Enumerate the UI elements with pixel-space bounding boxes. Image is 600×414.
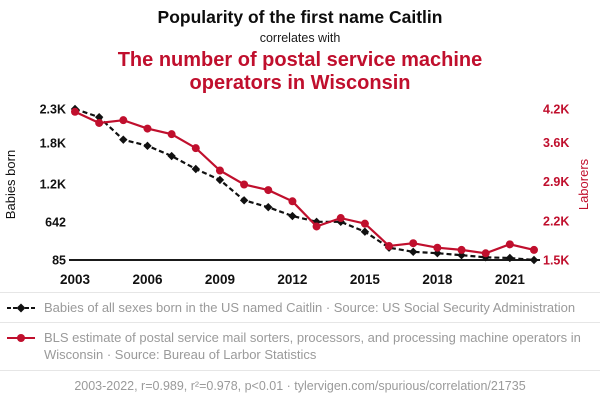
x-axis-tick: 2006 bbox=[132, 272, 163, 287]
x-axis-tick: 2021 bbox=[495, 272, 526, 287]
diamond-marker bbox=[529, 255, 539, 265]
diamond-marker bbox=[119, 135, 128, 144]
circle-marker bbox=[312, 222, 321, 231]
black-dashed-diamond-key-icon bbox=[7, 303, 35, 313]
correlated-variable-title: The number of postal service machine ope… bbox=[117, 49, 483, 94]
diamond-marker bbox=[143, 141, 152, 151]
x-axis-tick: 2018 bbox=[422, 272, 453, 287]
diamond-marker bbox=[505, 253, 515, 263]
circle-marker bbox=[167, 130, 176, 139]
diamond-marker bbox=[94, 112, 104, 122]
page-title: Popularity of the first name Caitlin bbox=[157, 7, 443, 27]
diamond-marker bbox=[288, 211, 297, 221]
circle-marker bbox=[95, 118, 104, 127]
circle-marker bbox=[530, 245, 538, 254]
legend-item-caitlin: Babies of all sexes born in the US named… bbox=[0, 292, 600, 322]
line-chart-svg: 2.3K 1.8K 1.2K 642 85 4.2K 3.6K 2.9K 2.2K 1.5K 200… bbox=[3, 103, 591, 288]
right-axis-tick: 4.2K bbox=[543, 103, 569, 117]
left-axis-title: Babies born bbox=[3, 150, 18, 219]
caitlin-series-line bbox=[74, 107, 535, 262]
circle-marker bbox=[409, 239, 418, 248]
left-axis-tick: 1.8K bbox=[40, 137, 66, 151]
circle-marker bbox=[385, 242, 394, 251]
postal-series-line bbox=[74, 110, 535, 255]
diamond-marker bbox=[264, 202, 273, 212]
left-axis-tick: 1.2K bbox=[40, 177, 66, 191]
x-axis-tick: 2009 bbox=[205, 272, 235, 287]
circle-marker bbox=[240, 180, 249, 189]
x-axis-tick: 2003 bbox=[60, 272, 91, 287]
right-axis-tick: 2.9K bbox=[543, 175, 569, 189]
circle-marker bbox=[143, 124, 152, 133]
left-axis-tick: 85 bbox=[52, 254, 66, 268]
legend-item-postal: BLS estimate of postal service mail sort… bbox=[0, 322, 600, 369]
diamond-marker bbox=[409, 247, 418, 257]
circle-marker bbox=[481, 249, 490, 258]
right-axis-tick: 1.5K bbox=[543, 254, 569, 268]
x-axis-tick: 2015 bbox=[350, 272, 381, 287]
red-line-circle-key-icon bbox=[7, 334, 35, 343]
x-axis-tick: 2012 bbox=[277, 272, 307, 287]
circle-marker bbox=[71, 107, 79, 116]
diamond-marker bbox=[191, 164, 200, 174]
correlates-with-label: correlates with bbox=[259, 31, 341, 45]
circle-marker bbox=[119, 116, 128, 125]
left-axis-tick: 642 bbox=[45, 216, 66, 230]
circle-marker bbox=[505, 240, 514, 249]
circle-marker bbox=[191, 144, 200, 153]
circle-marker bbox=[288, 197, 297, 206]
diamond-marker bbox=[215, 175, 225, 185]
legend-label-postal: BLS estimate of postal service mail sort… bbox=[44, 330, 581, 363]
legend: Babies of all sexes born in the US named… bbox=[0, 292, 600, 369]
circle-marker bbox=[360, 219, 369, 228]
right-axis-tick: 3.6K bbox=[543, 136, 569, 150]
right-axis-tick: 2.2K bbox=[543, 214, 569, 228]
circle-marker bbox=[457, 245, 466, 254]
circle-marker bbox=[264, 186, 273, 195]
left-axis-tick: 2.3K bbox=[40, 103, 66, 117]
right-axis-title: Laborers bbox=[576, 158, 591, 210]
diamond-marker bbox=[239, 196, 249, 205]
circle-marker bbox=[215, 166, 224, 175]
legend-label-caitlin: Babies of all sexes born in the US named… bbox=[44, 300, 576, 315]
diamond-marker bbox=[167, 151, 176, 161]
footer-stats: 2003-2022, r=0.989, r²=0.978, p<0.01 · t… bbox=[0, 370, 600, 393]
circle-marker bbox=[336, 214, 345, 223]
circle-marker bbox=[433, 243, 442, 252]
diamond-marker bbox=[360, 227, 370, 236]
